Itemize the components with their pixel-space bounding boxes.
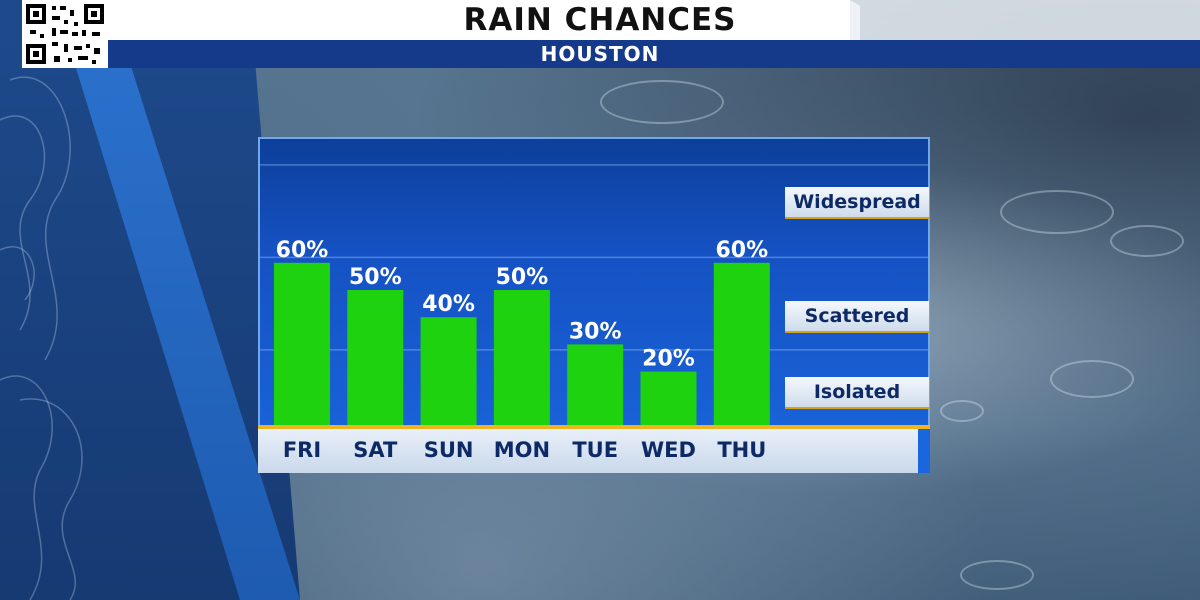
topographic-lines [0,76,83,600]
raindrop-ripple [940,400,984,422]
raindrop-ripple [960,560,1034,590]
day-label: SUN [424,438,474,462]
bar-thu [713,262,770,426]
value-label: 60% [715,238,768,263]
value-label: 50% [496,265,549,290]
baseline [258,425,930,429]
bar-tue [567,344,624,426]
day-label-strip-edge [918,427,930,473]
day-label: FRI [283,438,321,462]
bar-mon [493,290,550,426]
value-label: 50% [349,265,402,290]
level-scattered: Scattered [785,301,929,331]
value-label: 40% [422,292,475,317]
day-label: SAT [353,438,398,462]
level-isolated: Isolated [785,377,929,407]
bar-wed [640,371,697,426]
qr-code [22,0,108,68]
level-widespread: Widespread [785,187,929,217]
title-banner-right [850,0,1200,40]
subtitle-banner [108,40,1200,68]
bar-fri [274,262,330,426]
value-label: 60% [276,238,329,263]
day-label: TUE [572,438,618,462]
day-label-strip [258,427,918,473]
raindrop-ripple [600,80,724,124]
location-subtitle: HOUSTON [540,42,660,66]
day-label: THU [717,438,766,462]
raindrop-ripple [1050,360,1134,398]
rain-chance-bar-chart: 60% FRI 50% SAT 40% SUN 50% MON 30% TUE 20% WED 60% T… [258,164,930,462]
page-title: RAIN CHANCES [463,2,737,38]
title-banner [60,0,860,40]
value-label: 20% [642,347,695,372]
raindrop-ripple [1110,225,1184,257]
day-label: WED [641,438,696,462]
day-label: MON [494,438,550,462]
bar-sun [420,317,477,426]
raindrop-ripple [1000,190,1114,234]
qr-code-icon [26,4,104,64]
bar-sat [347,290,404,426]
value-label: 30% [569,319,622,344]
